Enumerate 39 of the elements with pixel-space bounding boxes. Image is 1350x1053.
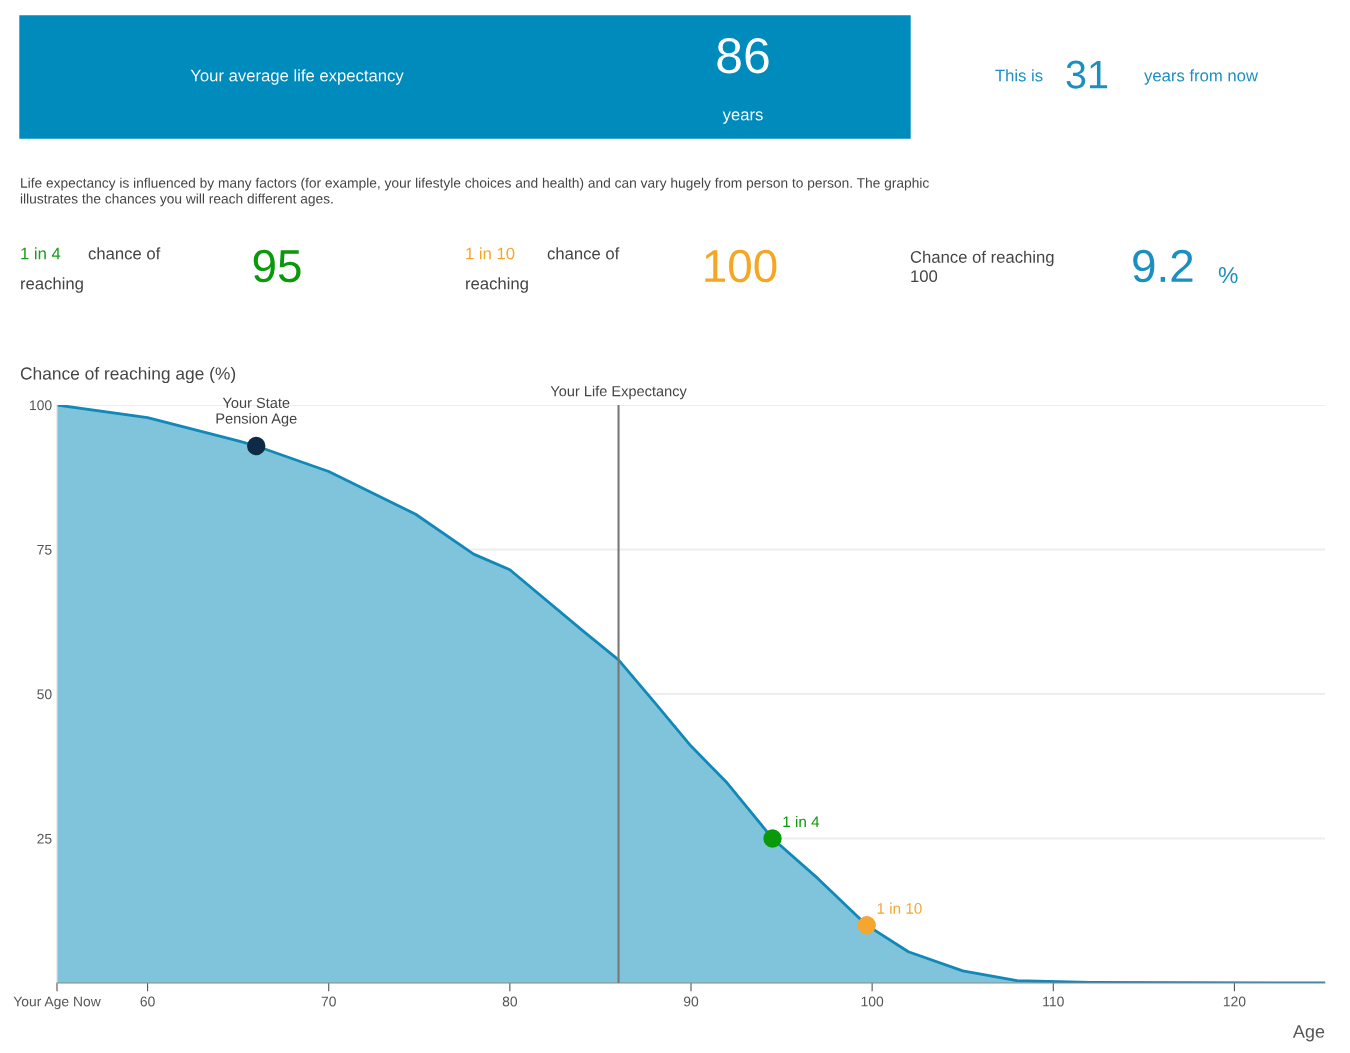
x-tick-label: Your Age Now: [13, 996, 101, 1010]
y-tick-label: 100: [30, 400, 52, 411]
text: 95: [253, 249, 301, 283]
text: chance of: [88, 247, 161, 260]
x-tick-label: 110: [1043, 996, 1064, 1007]
text: chance of: [547, 247, 620, 260]
y-axis-title: Chance of reaching age (%): [20, 366, 236, 384]
annotation: 1 in 10: [877, 902, 922, 914]
x-tick-label: 80: [502, 996, 518, 1007]
text: 86: [717, 38, 769, 74]
text: years: [722, 111, 763, 124]
text: Your average life expectancy: [190, 69, 404, 85]
y-tick-label: 75: [37, 544, 52, 555]
text: 1 in 10: [466, 247, 515, 260]
point: [247, 436, 266, 456]
point: [763, 829, 782, 848]
x-tick-label: 90: [683, 996, 699, 1007]
text: 1 in 4: [21, 247, 61, 260]
x-tick-label: 120: [1223, 996, 1246, 1007]
ref-line-label: Your Life Expectancy: [550, 385, 687, 400]
text: reaching: [466, 277, 528, 293]
y-tick-label: 25: [37, 833, 52, 844]
x-tick-label: 100: [861, 996, 884, 1007]
annotation: Your State Pension Age: [216, 397, 297, 427]
text: %: [1218, 267, 1238, 284]
x-axis-title: Age: [1292, 1025, 1325, 1042]
text: This is: [995, 69, 1043, 82]
text: reaching: [21, 277, 83, 293]
y-tick-label: 50: [37, 689, 52, 700]
x-tick-label: 70: [321, 996, 336, 1007]
text: years from now: [1144, 69, 1259, 85]
text: Chance of reaching 100: [910, 250, 1054, 283]
text: 31: [1066, 60, 1108, 89]
text: 9.2: [1133, 249, 1193, 283]
x-tick-label: 60: [140, 996, 155, 1007]
annotation: 1 in 4: [783, 815, 820, 827]
point: [857, 915, 876, 935]
text: Life expectancy is influenced by many factors (for example, your lifestyle choices and health) and can vary hugely from person to person. The graphic illustrates the chances you will reach different ages.: [20, 177, 929, 207]
text: 100: [705, 249, 777, 283]
